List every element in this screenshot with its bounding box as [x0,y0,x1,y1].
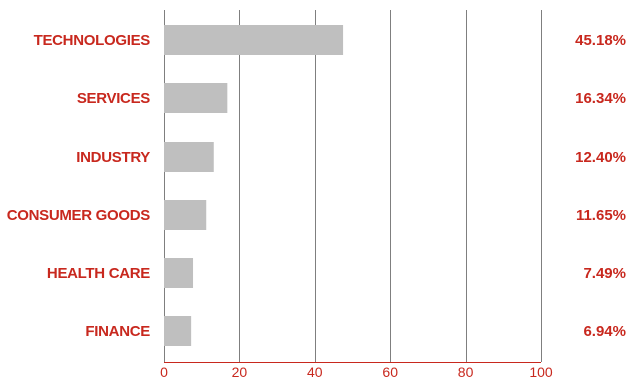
x-axis-ticks: 0 20 40 60 80 100 [160,364,553,378]
value-label: 11.65% [576,207,626,224]
bar-0 [164,25,344,55]
value-label: 12.40% [575,149,626,166]
bar-5 [164,316,192,346]
grid-lines [164,10,542,363]
category-label: SERVICES [77,90,150,107]
bar-1 [164,83,228,113]
bar-4 [164,258,194,288]
value-label: 16.34% [575,90,626,107]
bar-2 [164,142,214,172]
x-tick-label: 80 [458,364,474,378]
category-label: FINANCE [85,323,150,340]
category-label: HEALTH CARE [47,265,150,282]
bar-3 [164,200,207,230]
category-label: CONSUMER GOODS [7,207,151,224]
x-tick-label: 40 [307,364,323,378]
x-tick-label: 20 [232,364,248,378]
x-tick-label: 0 [160,364,168,378]
value-label: 45.18% [575,32,626,49]
bars [164,25,344,346]
category-label: INDUSTRY [76,149,150,166]
x-tick-label: 60 [382,364,398,378]
category-label: TECHNOLOGIES [34,32,151,49]
x-tick-label: 100 [529,364,553,378]
value-labels: 45.18% 16.34% 12.40% 11.65% 7.49% 6.94% [575,32,626,340]
value-label: 6.94% [583,323,626,340]
value-label: 7.49% [583,265,626,282]
category-labels: TECHNOLOGIES SERVICES INDUSTRY CONSUMER GOO… [7,32,151,340]
